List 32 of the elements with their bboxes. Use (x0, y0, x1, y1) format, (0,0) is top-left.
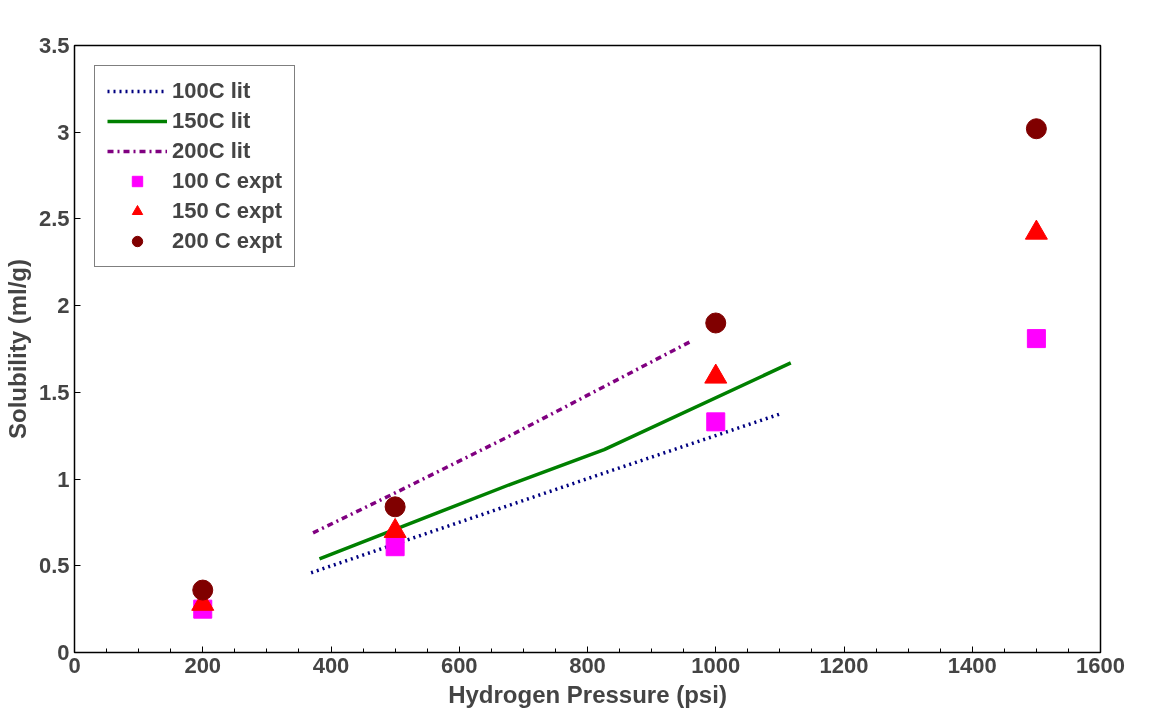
legend-label: 200 C expt (172, 228, 283, 254)
y-tick-label: 2.5 (38, 206, 70, 232)
x-tick-label: 800 (569, 652, 606, 678)
x-tick-label: 1200 (819, 652, 869, 678)
point (1026, 329, 1046, 349)
legend-label: 100 C expt (172, 168, 283, 194)
y-tick-label: 3.5 (38, 33, 70, 58)
line-series (311, 340, 692, 535)
legend-label: 100C lit (172, 78, 251, 104)
y-tick-label: 1.5 (38, 379, 70, 405)
y-tick-label: 0.5 (38, 553, 70, 579)
y-tick-label: 1 (57, 466, 70, 492)
point (385, 537, 405, 557)
point (705, 312, 727, 334)
legend-label: 150 C expt (172, 198, 283, 224)
point (384, 496, 406, 518)
y-tick-label: 2 (57, 293, 70, 319)
x-tick-label: 200 (184, 652, 222, 678)
y-axis-title: Solubility (ml/g) (3, 258, 31, 439)
x-axis-title: Hydrogen Pressure (psi) (448, 680, 727, 708)
x-tick-label: 400 (312, 652, 350, 678)
point (192, 579, 214, 601)
point (706, 412, 726, 432)
legend-label: 200C lit (172, 138, 251, 164)
point (1025, 118, 1047, 140)
legend-label: 150C lit (172, 108, 251, 134)
x-tick-label: 600 (440, 652, 478, 678)
x-tick-label: 1600 (1076, 652, 1125, 678)
x-tick-label: 1400 (947, 652, 997, 678)
line-series (317, 361, 793, 561)
y-tick-label: 3 (57, 119, 70, 145)
x-tick-label: 1000 (691, 652, 741, 678)
